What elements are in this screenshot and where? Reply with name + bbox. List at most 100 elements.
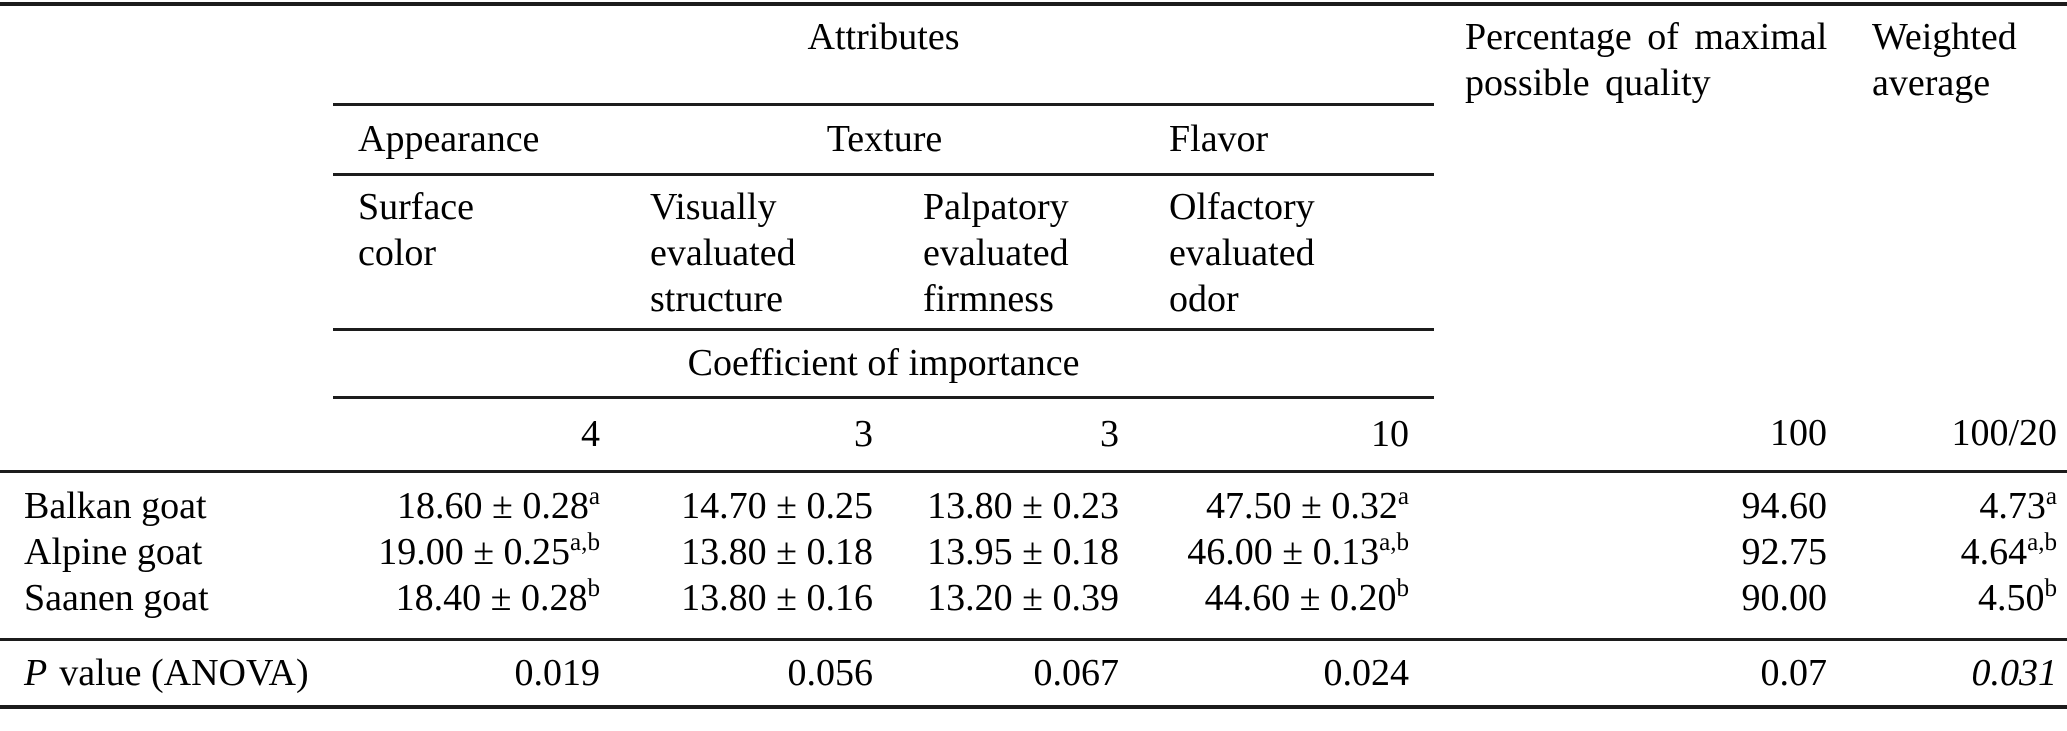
- subheader-palpatory-evaluated-firmness: Palpatory evaluated firmness: [898, 172, 1144, 329]
- subheader-line: color: [358, 231, 437, 274]
- header-row-groups: Appearance Texture Flavor: [0, 102, 2067, 174]
- p-value-cell-weighted-average: 0.031: [1852, 637, 2067, 707]
- value-text: 94.60: [1741, 485, 1828, 527]
- subheader-line: evaluated: [923, 231, 1069, 274]
- value-text: 14.70 ± 0.25: [681, 485, 873, 527]
- significance-superscript: b: [587, 575, 600, 603]
- cell-value: 14.70 ± 0.25: [625, 469, 898, 529]
- cell-value: 44.60 ± 0.20b: [1144, 575, 1434, 639]
- cell-value: 19.00 ± 0.25a,b: [333, 529, 625, 575]
- weighted-average-column-header: Weighted average: [1852, 4, 2067, 397]
- texture-group-header: Texture: [625, 102, 1144, 174]
- value-text: 13.20 ± 0.39: [927, 577, 1119, 619]
- subheader-line: structure: [650, 277, 783, 320]
- value-text: 18.40 ± 0.28: [395, 577, 588, 619]
- cell-value: 46.00 ± 0.13a,b: [1144, 529, 1434, 575]
- value-text: 46.00 ± 0.13: [1187, 531, 1380, 573]
- percentage-column-header: Percentage of maximal possible quality: [1434, 4, 1852, 397]
- value-text: 4.73: [1979, 485, 2046, 527]
- flavor-group-header: Flavor: [1144, 102, 1435, 174]
- spacer-cell: [0, 4, 333, 104]
- cell-value: 18.60 ± 0.28a: [333, 469, 625, 529]
- percentage-header-line2: possible quality: [1465, 62, 1711, 104]
- p-value-cell: 0.067: [898, 637, 1144, 707]
- significance-superscript: a: [1397, 483, 1410, 511]
- cell-value: 4.64a,b: [1852, 529, 2067, 575]
- subheader-line: Surface: [358, 185, 475, 228]
- cell-value: 13.80 ± 0.23: [898, 469, 1144, 529]
- row-label: Balkan goat: [0, 469, 333, 529]
- cell-value: 4.73a: [1852, 469, 2067, 529]
- coefficient-percentage: 100: [1770, 412, 1828, 455]
- p-value-cell: 0.024: [1144, 637, 1435, 707]
- cell-value: 47.50 ± 0.32a: [1144, 469, 1435, 529]
- subheader-line: firmness: [923, 277, 1054, 320]
- significance-superscript: a,b: [570, 529, 600, 557]
- coefficient-values-row: 4 3 3 10 100 100/20: [0, 395, 2067, 471]
- subheader-line: odor: [1169, 277, 1239, 320]
- sensory-quality-table: Attributes Percentage of maximal possibl…: [0, 2, 2067, 709]
- coefficient-palpatory-firmness: 3: [898, 395, 1144, 471]
- significance-superscript: b: [2044, 575, 2058, 603]
- value-text: 13.80 ± 0.16: [681, 577, 873, 619]
- cell-value: 92.75: [1434, 529, 1852, 575]
- subheader-line: Olfactory: [1169, 185, 1315, 228]
- appearance-group-header: Appearance: [333, 102, 625, 174]
- weighted-header-line2: average: [1872, 62, 1991, 104]
- value-text: 90.00: [1741, 577, 1828, 619]
- significance-superscript: a,b: [2027, 529, 2058, 557]
- p-label-rest: value (ANOVA): [59, 651, 309, 694]
- subheader-line: Visually: [650, 185, 777, 228]
- value-text: 92.75: [1741, 531, 1828, 573]
- p-value-cell: 0.07: [1434, 637, 1853, 707]
- subheader-visually-evaluated-structure: Visually evaluated structure: [625, 172, 898, 329]
- row-label: Alpine goat: [24, 531, 203, 573]
- value-text: 47.50 ± 0.32: [1206, 485, 1398, 527]
- subheader-surface-color: Surface color: [333, 172, 625, 329]
- spacer-cell: [0, 397, 333, 471]
- percentage-header-line1: Percentage of maximal: [1465, 16, 1828, 58]
- significance-superscript: b: [1396, 575, 1410, 603]
- cell-value: 18.40 ± 0.28b: [333, 575, 625, 639]
- significance-superscript: a: [588, 483, 600, 511]
- header-row-subcolumns: Surface color Visually evaluated structu…: [0, 172, 2067, 329]
- table-row-alpine-goat: Alpine goat 19.00 ± 0.25a,b 13.80 ± 0.18…: [0, 529, 2067, 575]
- value-text: 19.00 ± 0.25: [378, 531, 571, 573]
- subheader-line: evaluated: [650, 231, 796, 274]
- spacer-cell: [0, 174, 333, 329]
- significance-superscript: a: [2045, 483, 2058, 511]
- cell-value: 4.50b: [1852, 575, 2067, 639]
- coefficient-weighted-average: 100/20: [1951, 412, 2058, 455]
- p-value-cell: 0.056: [625, 637, 898, 707]
- value-text: 13.80 ± 0.18: [681, 531, 873, 573]
- value-text: 4.64: [1960, 531, 2028, 573]
- value-text: 4.50: [1978, 577, 2045, 619]
- cell-value: 13.80 ± 0.18: [625, 529, 898, 575]
- cell-value: 13.20 ± 0.39: [898, 575, 1144, 639]
- p-value-cell: 0.019: [333, 637, 625, 707]
- table-row-saanen-goat: Saanen goat 18.40 ± 0.28b 13.80 ± 0.16 1…: [0, 575, 2067, 639]
- cell-value: 13.80 ± 0.16: [625, 575, 898, 639]
- value-text: 13.95 ± 0.18: [927, 531, 1119, 573]
- value-text: 44.60 ± 0.20: [1204, 577, 1397, 619]
- p-label-italic: P: [24, 651, 48, 694]
- subheader-line: evaluated: [1169, 231, 1315, 274]
- spacer-cell: [0, 329, 333, 397]
- coefficient-label-row: Coefficient of importance: [0, 327, 2067, 397]
- subheader-olfactory-evaluated-odor: Olfactory evaluated odor: [1144, 172, 1435, 329]
- weighted-header-line1: Weighted: [1872, 16, 2017, 58]
- value-text: 18.60 ± 0.28: [397, 485, 589, 527]
- spacer-cell: [0, 104, 333, 174]
- attributes-group-header: Attributes: [807, 16, 960, 58]
- table-row-balkan-goat: Balkan goat 18.60 ± 0.28a 14.70 ± 0.25 1…: [0, 469, 2067, 529]
- cell-value: 94.60: [1434, 469, 1853, 529]
- row-label: Saanen goat: [24, 577, 209, 619]
- coefficient-olfactory-odor: 10: [1144, 395, 1435, 471]
- value-text: 13.80 ± 0.23: [927, 485, 1119, 527]
- header-row-top: Attributes Percentage of maximal possibl…: [0, 4, 2067, 104]
- coefficient-surface-color: 4: [333, 395, 625, 471]
- coefficient-of-importance-label: Coefficient of importance: [333, 327, 1435, 397]
